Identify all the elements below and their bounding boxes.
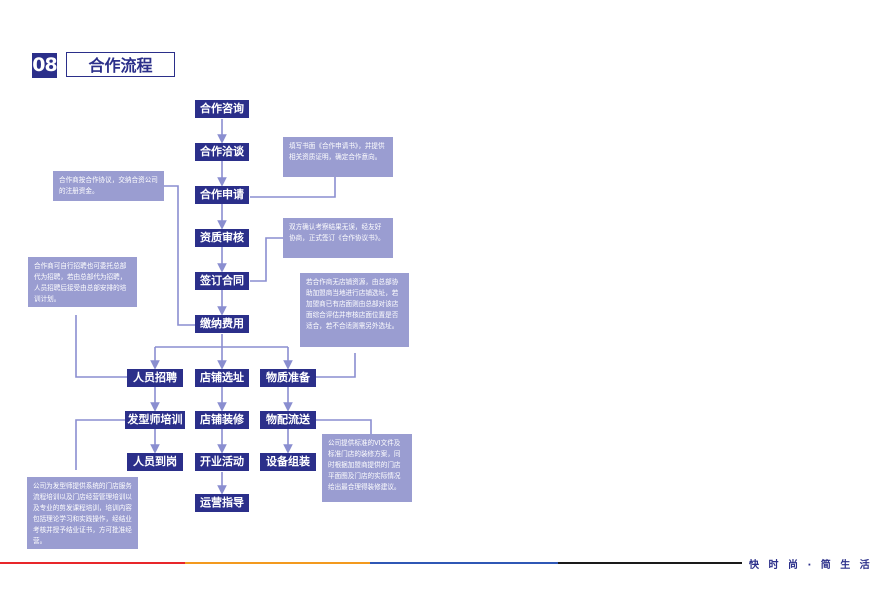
note-recruit: 合作商可自行招聘也可委托总部代为招聘，若由总部代为招聘，人员招聘后接受由总部安排… [28, 257, 137, 307]
step-contract: 签订合同 [195, 272, 249, 290]
step-training: 发型师培训 [125, 411, 185, 429]
step-decoration: 店铺装修 [195, 411, 249, 429]
note-connector [250, 177, 336, 198]
note-apply: 填写书面《合作申请书》，并提供相关资质证明，确定合作意向。 [283, 137, 393, 177]
page-title: 合作流程 [66, 52, 175, 77]
note-contract: 双方确认考察结果无误，经友好协商，正式签订《合作协议书》。 [283, 218, 393, 258]
note-connector [250, 237, 283, 282]
step-equipment: 设备组装 [260, 453, 316, 471]
note-connector [164, 185, 195, 326]
section-number: 08 [32, 53, 58, 78]
step-pay: 缴纳费用 [195, 315, 249, 333]
step-site: 店铺选址 [195, 369, 249, 387]
step-apply: 合作申请 [195, 186, 249, 204]
note-site: 若合作商无店铺资源，由总部协助加盟商当地进行店铺选址，若加盟商已有店面则由总部对… [300, 273, 409, 347]
step-consult: 合作咨询 [195, 100, 249, 118]
note-connector [75, 315, 127, 378]
step-onboard: 人员到岗 [127, 453, 183, 471]
note-delivery: 公司提供标准的VI文件及标准门店的装修方案，同时根据加盟商提供的门店平面图及门店… [322, 434, 412, 502]
step-materials: 物质准备 [260, 369, 316, 387]
note-training: 公司为发型师提供系统的门店服务流程培训以及门店经营管理培训以及专业的剪发课程培训… [27, 477, 138, 549]
footer-slogan: 快 时 尚 · 简 生 活 [749, 560, 873, 571]
note-pay: 合作商按合作协议，交纳合资公司的注册资金。 [53, 171, 164, 201]
step-opening: 开业活动 [195, 453, 249, 471]
note-connector [316, 419, 372, 434]
step-review: 资质审核 [195, 229, 249, 247]
step-delivery: 物配流送 [260, 411, 316, 429]
step-negotiate: 合作洽谈 [195, 143, 249, 161]
step-recruit: 人员招聘 [127, 369, 183, 387]
note-connector [316, 353, 356, 378]
note-connector [75, 419, 125, 470]
step-guidance: 运营指导 [195, 494, 249, 512]
